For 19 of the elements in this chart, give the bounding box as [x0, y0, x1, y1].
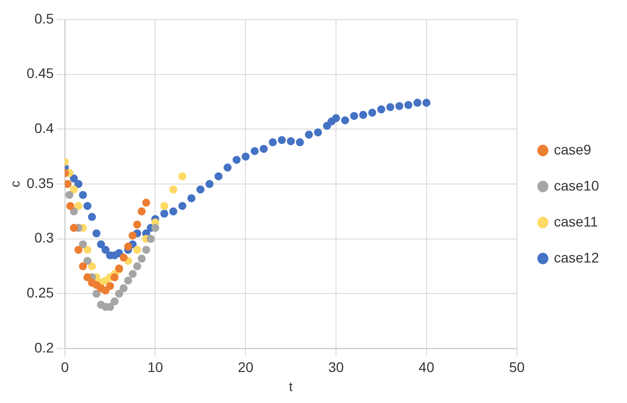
y-tick-label: 0.25	[26, 284, 54, 301]
y-tick-label: 0.45	[26, 65, 54, 82]
legend-label: case11	[554, 213, 598, 230]
y-tick-label: 0.5	[34, 10, 54, 26]
legend-label: case12	[554, 249, 600, 266]
legend-label: case9	[554, 141, 592, 158]
y-tick-label: 0.35	[26, 174, 54, 191]
x-tick-label: 10	[147, 358, 164, 375]
y-tick-label: 0.4	[34, 120, 54, 136]
legend-label: case10	[554, 177, 600, 194]
y-axis-title: c	[7, 180, 22, 188]
x-tick-label: 30	[328, 358, 344, 375]
x-tick-label: 40	[418, 358, 434, 375]
x-tick-label: 20	[238, 358, 254, 375]
x-tick-label: 0	[60, 358, 69, 375]
x-axis-title: t	[289, 378, 294, 394]
y-tick-label: 0.3	[34, 230, 54, 246]
x-tick-label: 50	[509, 358, 525, 375]
y-tick-label: 0.2	[34, 339, 54, 356]
